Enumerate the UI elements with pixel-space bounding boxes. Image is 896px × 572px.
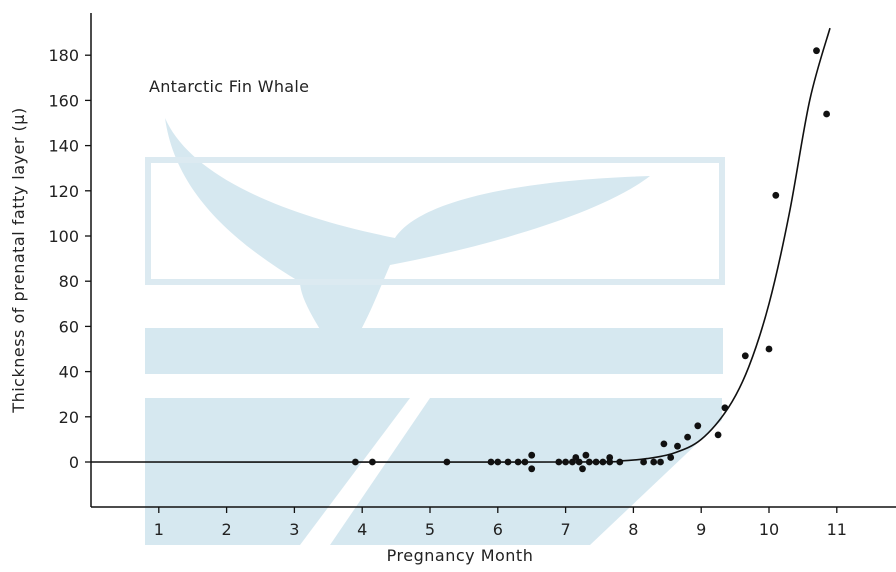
- data-point: [599, 458, 607, 466]
- y-axis-title: Thickness of prenatal fatty layer (μ): [9, 107, 28, 413]
- data-point: [714, 431, 722, 439]
- data-point: [555, 458, 563, 466]
- y-tick-label: 140: [48, 137, 79, 156]
- data-point: [352, 458, 359, 466]
- x-tick-label: 11: [827, 520, 847, 539]
- x-tick-label: 8: [628, 520, 638, 539]
- data-point: [772, 191, 780, 199]
- x-tick-label: 3: [289, 520, 299, 539]
- data-point: [813, 47, 820, 55]
- y-axis-ticks: 0 20 40 60 80 100 120 140 160 180: [48, 46, 91, 472]
- y-tick-label: 180: [48, 46, 79, 65]
- data-point: [528, 465, 536, 473]
- data-point: [674, 442, 681, 450]
- y-tick-label: 100: [48, 227, 79, 246]
- data-point: [606, 458, 614, 466]
- data-point: [487, 458, 495, 466]
- data-point: [616, 458, 624, 466]
- watermark-logo: [145, 118, 725, 545]
- data-point: [528, 451, 536, 459]
- data-point: [443, 458, 451, 466]
- data-point: [582, 451, 590, 459]
- data-point: [657, 458, 664, 466]
- data-point: [694, 422, 702, 430]
- x-tick-label: 6: [493, 520, 503, 539]
- x-tick-label: 1: [154, 520, 164, 539]
- data-point: [521, 458, 529, 466]
- y-tick-label: 20: [59, 408, 79, 427]
- data-point: [660, 440, 668, 448]
- y-tick-label: 80: [59, 272, 79, 291]
- data-point: [640, 458, 647, 466]
- x-tick-label: 2: [222, 520, 232, 539]
- data-point: [514, 458, 522, 466]
- x-tick-label: 5: [425, 520, 435, 539]
- data-point: [823, 110, 830, 118]
- data-point: [667, 454, 675, 461]
- data-point: [765, 345, 773, 353]
- data-point: [592, 458, 600, 466]
- data-point: [504, 458, 512, 466]
- x-tick-label: 10: [759, 520, 779, 539]
- chart-annotation: Antarctic Fin Whale: [149, 77, 309, 96]
- data-points: [352, 47, 830, 473]
- y-tick-label: 60: [59, 317, 79, 336]
- data-point: [741, 352, 749, 360]
- data-point: [579, 465, 586, 473]
- data-point: [585, 458, 593, 466]
- data-point: [650, 458, 658, 466]
- x-tick-label: 4: [357, 520, 367, 539]
- y-tick-label: 0: [69, 453, 79, 472]
- x-axis-title: Pregnancy Month: [387, 546, 534, 565]
- x-axis-ticks: 1 2 3 4 5 6 7 8 9 10 11: [154, 507, 847, 539]
- y-tick-label: 160: [48, 91, 79, 110]
- y-tick-label: 120: [48, 182, 79, 201]
- data-point: [575, 458, 583, 466]
- data-point: [494, 458, 502, 466]
- x-tick-label: 9: [696, 520, 706, 539]
- data-point: [721, 404, 729, 412]
- data-point: [684, 433, 691, 441]
- y-tick-label: 40: [59, 363, 79, 382]
- data-point: [562, 458, 569, 466]
- x-tick-label: 7: [561, 520, 571, 539]
- data-point: [369, 458, 376, 466]
